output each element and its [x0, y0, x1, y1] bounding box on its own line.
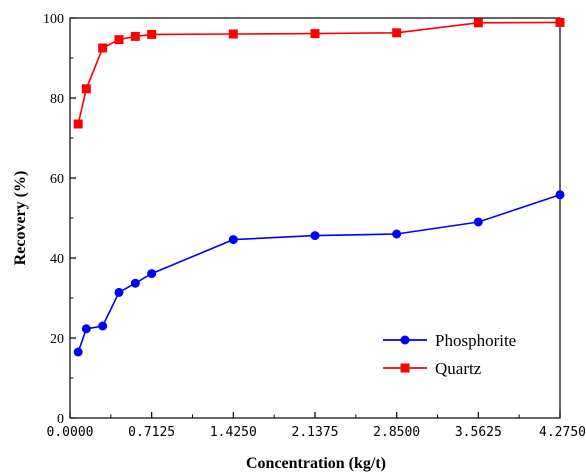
quartz-point	[147, 29, 157, 39]
x-axis: 0.0000 0.7125 1.4250 2.1375 2.8500 3.5625 4.27…	[47, 412, 586, 440]
phosphorite-point	[310, 231, 320, 241]
legend-label: Quartz	[435, 359, 482, 378]
quartz-point	[98, 43, 108, 53]
y-axis-title: Recovery (%)	[12, 171, 29, 266]
legend-item-phosphorite: Phosphorite	[383, 331, 516, 350]
quartz-point	[81, 84, 91, 94]
legend-marker	[400, 335, 410, 345]
x-tick-label: 1.4250	[210, 425, 257, 440]
legend: Phosphorite Quartz	[383, 331, 516, 378]
y-axis: 0 20 40 60 80 100	[43, 12, 76, 427]
x-tick-label: 3.5625	[455, 425, 502, 440]
phosphorite-point	[555, 190, 565, 200]
y-tick-label: 100	[43, 12, 64, 27]
phosphorite-point	[81, 324, 91, 334]
quartz-point	[130, 31, 140, 41]
quartz-point	[555, 17, 565, 27]
series-phosphorite	[73, 190, 565, 357]
y-tick-label: 60	[50, 172, 64, 187]
x-tick-label: 2.1375	[292, 425, 339, 440]
phosphorite-point	[98, 321, 108, 331]
series-layer	[73, 17, 565, 357]
y-tick-label: 0	[57, 412, 64, 427]
x-tick-label: 4.2750	[539, 425, 586, 440]
y-tick-label: 20	[50, 332, 64, 347]
y-tick-label: 80	[50, 92, 64, 107]
phosphorite-point	[147, 269, 157, 279]
quartz-point	[473, 18, 483, 28]
quartz-point	[228, 29, 238, 39]
quartz-point	[310, 29, 320, 39]
legend-item-quartz: Quartz	[383, 359, 482, 378]
phosphorite-point	[130, 278, 140, 288]
y-tick-label: 40	[50, 252, 64, 267]
quartz-point	[73, 119, 83, 129]
legend-label: Phosphorite	[435, 331, 516, 350]
x-tick-label: 0.0000	[47, 425, 94, 440]
x-axis-title: Concentration (kg/t)	[246, 455, 386, 472]
phosphorite-point	[392, 229, 402, 239]
x-tick-label: 0.7125	[128, 425, 175, 440]
legend-marker	[400, 363, 410, 373]
phosphorite-point	[228, 235, 238, 245]
plot-border	[69, 17, 561, 419]
series-quartz	[73, 17, 565, 129]
x-tick-label: 2.8500	[373, 425, 420, 440]
quartz-point	[114, 35, 124, 45]
plot-frame	[69, 17, 561, 419]
phosphorite-point	[73, 347, 83, 357]
phosphorite-point	[473, 217, 483, 227]
phosphorite-point	[114, 287, 124, 297]
quartz-point	[392, 28, 402, 38]
